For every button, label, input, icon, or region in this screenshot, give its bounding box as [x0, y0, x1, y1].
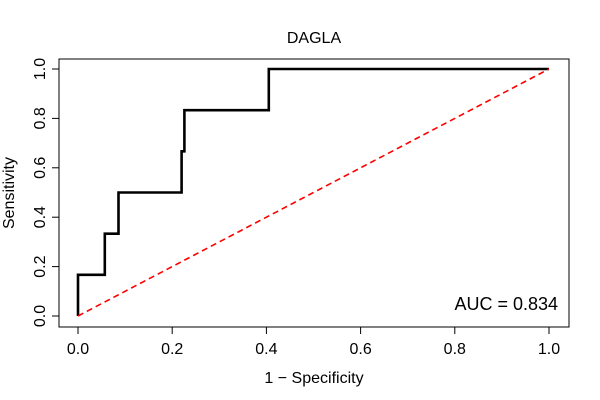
- chart-title: DAGLA: [287, 30, 342, 47]
- series-layer: [76, 67, 550, 317]
- roc-curve-line: [76, 67, 549, 316]
- y-tick-label: 0.6: [32, 157, 49, 179]
- x-axis-title: 1 − Specificity: [264, 370, 363, 387]
- y-axis-title: Sensitivity: [1, 157, 18, 229]
- x-tick-label: 0.0: [67, 341, 89, 358]
- y-tick-label: 0.0: [32, 305, 49, 327]
- y-axis: 0.0 0.2 0.4 0.6 0.8 1.0: [32, 58, 60, 327]
- x-axis: 0.0 0.2 0.4 0.6 0.8 1.0: [67, 326, 560, 358]
- x-tick-label: 0.8: [444, 341, 466, 358]
- x-tick-label: 0.4: [255, 341, 277, 358]
- y-tick-label: 1.0: [32, 58, 49, 80]
- y-tick-label: 0.2: [32, 255, 49, 277]
- x-tick-label: 0.2: [161, 341, 183, 358]
- reference-diagonal-line: [77, 68, 550, 317]
- x-tick-label: 0.6: [349, 341, 371, 358]
- y-tick-label: 0.4: [32, 206, 49, 228]
- y-tick-label: 0.8: [32, 107, 49, 129]
- auc-annotation: AUC = 0.834: [454, 294, 558, 314]
- x-tick-label: 1.0: [538, 341, 560, 358]
